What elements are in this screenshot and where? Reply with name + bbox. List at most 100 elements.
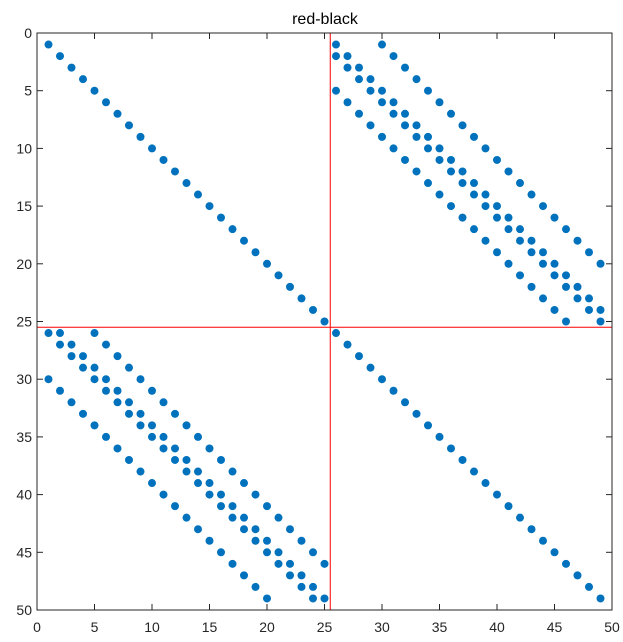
nonzero-point xyxy=(481,479,490,488)
nonzero-markers xyxy=(44,40,605,603)
nonzero-point xyxy=(539,294,547,303)
nonzero-point xyxy=(447,444,455,453)
x-tick-label: 25 xyxy=(317,619,333,635)
nonzero-point xyxy=(102,432,110,441)
nonzero-point xyxy=(263,502,271,511)
x-tick-label: 0 xyxy=(33,619,41,635)
nonzero-point xyxy=(205,490,214,499)
nonzero-point xyxy=(435,144,444,153)
nonzero-point xyxy=(56,386,64,395)
nonzero-point xyxy=(240,525,248,534)
nonzero-point xyxy=(182,455,191,464)
nonzero-point xyxy=(286,282,294,291)
nonzero-point xyxy=(286,559,294,568)
nonzero-point xyxy=(309,548,317,557)
nonzero-point xyxy=(585,294,593,303)
nonzero-point xyxy=(159,398,168,407)
nonzero-point xyxy=(320,559,329,568)
nonzero-point xyxy=(67,398,76,407)
nonzero-point xyxy=(516,236,524,245)
nonzero-point xyxy=(550,548,559,557)
nonzero-point xyxy=(228,467,237,476)
nonzero-point xyxy=(79,409,87,418)
nonzero-point xyxy=(573,294,582,303)
nonzero-point xyxy=(343,340,352,349)
nonzero-point xyxy=(550,213,559,222)
nonzero-point xyxy=(136,409,145,418)
nonzero-point xyxy=(90,375,99,384)
nonzero-point xyxy=(251,490,260,499)
nonzero-point xyxy=(596,317,605,326)
y-tick-label: 0 xyxy=(24,25,32,41)
nonzero-point xyxy=(332,329,340,338)
nonzero-point xyxy=(401,155,409,164)
nonzero-point xyxy=(424,132,432,141)
nonzero-point xyxy=(67,340,76,349)
x-tick-label: 50 xyxy=(604,619,620,635)
nonzero-point xyxy=(263,536,271,545)
nonzero-point xyxy=(182,421,191,430)
nonzero-point xyxy=(240,236,248,245)
nonzero-point xyxy=(79,352,87,361)
nonzero-point xyxy=(585,248,593,257)
nonzero-point xyxy=(435,98,444,107)
nonzero-point xyxy=(56,340,64,349)
nonzero-point xyxy=(148,421,156,430)
nonzero-point xyxy=(389,386,398,395)
x-tick-label: 30 xyxy=(374,619,390,635)
nonzero-point xyxy=(90,363,99,372)
nonzero-point xyxy=(102,98,110,107)
nonzero-point xyxy=(527,236,536,245)
nonzero-point xyxy=(194,467,202,476)
nonzero-point xyxy=(217,490,225,499)
nonzero-point xyxy=(447,155,455,164)
nonzero-point xyxy=(102,386,110,395)
y-tick-label: 15 xyxy=(16,198,32,214)
x-tick-label: 20 xyxy=(259,619,275,635)
nonzero-point xyxy=(447,202,455,211)
nonzero-point xyxy=(113,386,122,395)
nonzero-point xyxy=(458,179,467,188)
nonzero-point xyxy=(217,548,225,557)
nonzero-point xyxy=(355,109,363,118)
nonzero-point xyxy=(274,271,283,280)
y-tick-label: 50 xyxy=(16,602,32,618)
nonzero-point xyxy=(148,386,156,395)
nonzero-point xyxy=(217,213,225,222)
nonzero-point xyxy=(366,121,375,130)
nonzero-point xyxy=(297,571,306,580)
nonzero-point xyxy=(90,421,99,430)
nonzero-point xyxy=(332,52,340,61)
nonzero-point xyxy=(401,398,409,407)
nonzero-point xyxy=(504,259,513,268)
nonzero-point xyxy=(516,225,524,234)
nonzero-point xyxy=(297,536,306,545)
nonzero-point xyxy=(90,86,99,95)
y-tick-label: 20 xyxy=(16,256,32,272)
nonzero-point xyxy=(366,75,375,84)
nonzero-point xyxy=(136,421,145,430)
nonzero-point xyxy=(447,109,455,118)
nonzero-point xyxy=(527,190,536,199)
nonzero-point xyxy=(125,363,133,372)
nonzero-point xyxy=(343,63,352,72)
nonzero-point xyxy=(504,502,513,511)
nonzero-point xyxy=(309,594,317,603)
nonzero-point xyxy=(113,352,122,361)
y-tick-label: 10 xyxy=(16,140,32,156)
nonzero-point xyxy=(458,213,467,222)
nonzero-point xyxy=(171,455,179,464)
nonzero-point xyxy=(194,525,202,534)
nonzero-point xyxy=(56,52,64,61)
nonzero-point xyxy=(596,259,605,268)
nonzero-point xyxy=(389,144,398,153)
nonzero-point xyxy=(240,479,248,488)
nonzero-point xyxy=(194,479,202,488)
nonzero-point xyxy=(136,132,145,141)
y-tick-label: 5 xyxy=(24,83,32,99)
nonzero-point xyxy=(159,490,168,499)
nonzero-point xyxy=(251,582,260,591)
nonzero-point xyxy=(458,121,467,130)
nonzero-point xyxy=(217,455,225,464)
nonzero-point xyxy=(136,467,145,476)
